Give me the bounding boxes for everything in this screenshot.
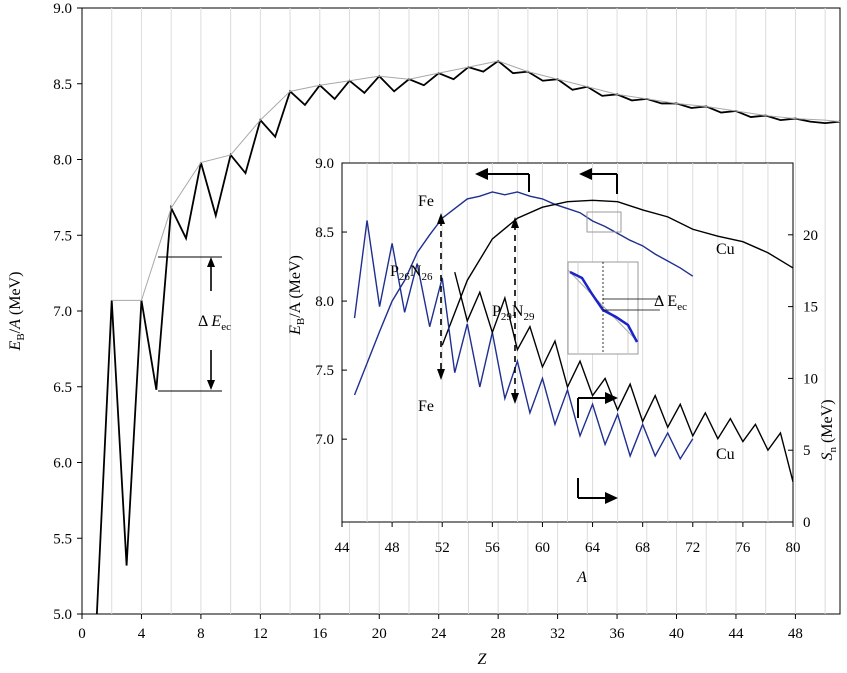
inset-ytick-left-label: 9.0 — [315, 156, 334, 172]
inset-xtick-label: 76 — [735, 540, 751, 556]
main-xtick-label: 4 — [138, 626, 146, 642]
main-ytick-label: 8.0 — [53, 153, 72, 169]
inset-ylabel-right: Sn (MeV) — [819, 399, 839, 460]
main-ytick-label: 7.5 — [53, 228, 72, 244]
inset-xtick-label: 68 — [635, 540, 650, 556]
inset-arrow-p26 — [437, 213, 445, 380]
inset-xtick-label: 64 — [585, 540, 601, 556]
main-ylabel: EB/A (MeV) — [7, 272, 27, 352]
inset-ytick-left-label: 8.5 — [315, 225, 334, 241]
main-xtick-label: 8 — [197, 626, 205, 642]
main-ytick-label: 5.5 — [53, 531, 72, 547]
inset-ytick-right-label: 10 — [803, 371, 818, 387]
inset-series-cu-left — [441, 199, 794, 346]
inset-zoom-source — [586, 211, 622, 233]
inset-label-cu-bottom: Cu — [716, 446, 735, 463]
main-xtick-label: 32 — [550, 626, 565, 642]
main-xlabel: Z — [478, 651, 488, 668]
inset-ytick-left-label: 8.0 — [315, 294, 334, 310]
main-ytick-label: 5.0 — [53, 607, 72, 623]
main-xtick-label: 0 — [78, 626, 86, 642]
main-series — [95, 59, 841, 615]
inset-chart: 44 48 52 56 60 64 68 72 76 80 7.0 7.5 8.0 8.5 9.0 0 5 10 1… — [287, 156, 839, 586]
main-xtick-label: 28 — [491, 626, 506, 642]
main-ytick-label: 8.5 — [53, 77, 72, 93]
main-xtick-label: 36 — [610, 626, 626, 642]
main-ytick-label: 6.5 — [53, 380, 72, 396]
inset-ytick-left-label: 7.0 — [315, 432, 334, 448]
inset-right-axis-arrow-fe — [577, 478, 618, 504]
main-ytick-label: 9.0 — [53, 1, 72, 17]
inset-ytick-left-label: 7.5 — [315, 363, 334, 379]
main-xtick-label: 24 — [431, 626, 447, 642]
inset-label-fe-top: Fe — [418, 193, 434, 210]
main-xtick-label: 20 — [372, 626, 387, 642]
inset-grid — [366, 163, 769, 522]
inset-xtick-label: 60 — [535, 540, 550, 556]
inset-ytick-right-label: 15 — [803, 300, 818, 316]
inset-series-fe-left — [353, 191, 694, 396]
inset-ylabel-left: EB/A (MeV) — [287, 255, 307, 336]
inset-series-cu-right — [454, 271, 794, 482]
inset-ytick-right-label: 5 — [803, 443, 811, 459]
main-ytick-label: 7.0 — [53, 304, 72, 320]
inset-series-fe-right — [353, 220, 694, 461]
inset-arrow-p29 — [511, 217, 519, 404]
inset-label-cu-top: Cu — [716, 241, 735, 258]
inset-zoom-panel: Δ Eec — [567, 261, 687, 355]
inset-label-p26n26: P26N26 — [390, 263, 433, 283]
inset-xlabel: A — [576, 569, 587, 586]
inset-xtick-label: 72 — [685, 540, 700, 556]
inset-xtick-label: 48 — [385, 540, 400, 556]
inset-series — [353, 191, 794, 482]
main-xtick-label: 16 — [312, 626, 328, 642]
inset-ytick-right-label: 20 — [803, 228, 818, 244]
inset-ytick-right-label: 0 — [803, 515, 811, 531]
svg-text:Δ Eec: Δ Eec — [654, 293, 687, 313]
inset-left-axis-arrow-fe — [475, 168, 530, 192]
main-xtick-label: 12 — [253, 626, 268, 642]
inset-ticks: 44 48 52 56 60 64 68 72 76 80 7.0 7.5 8.0 8.5 9.0 0 5 10 1… — [315, 156, 818, 556]
main-ytick-label: 6.0 — [53, 456, 72, 472]
inset-xtick-label: 44 — [335, 540, 351, 556]
inset-xtick-label: 56 — [485, 540, 501, 556]
main-series-envelope — [111, 60, 841, 301]
inset-right-axis-arrow-cu — [577, 392, 618, 418]
inset-xtick-label: 80 — [786, 540, 801, 556]
main-xtick-label: 48 — [788, 626, 803, 642]
inset-label-fe-bottom: Fe — [418, 398, 434, 415]
inset-left-axis-arrow-cu — [579, 168, 618, 194]
main-xtick-label: 40 — [669, 626, 684, 642]
main-ticks: 0 4 8 12 16 20 24 28 32 36 40 44 485.05.56.06.57.07.… — [53, 1, 803, 642]
main-xtick-label: 44 — [728, 626, 744, 642]
inset-xtick-label: 52 — [435, 540, 450, 556]
